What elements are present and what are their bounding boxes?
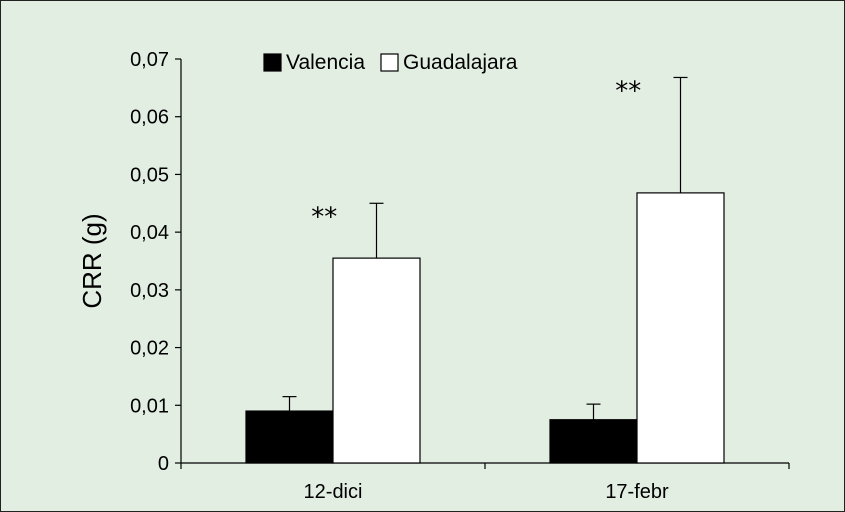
bar-guadalajara-17-febr bbox=[636, 192, 725, 464]
bar-guadalajara-12-dici bbox=[332, 257, 421, 464]
bar-valencia-17-febr bbox=[549, 419, 638, 464]
significance-annotation: ** bbox=[615, 76, 641, 106]
significance-annotation: ** bbox=[311, 202, 337, 232]
y-tick-label: 0,06 bbox=[130, 107, 169, 129]
legend-swatch-guadalajara bbox=[380, 53, 399, 72]
y-tick-label: 0 bbox=[158, 453, 169, 475]
bar-valencia-12-dici bbox=[245, 410, 334, 464]
y-tick-label: 0,07 bbox=[130, 49, 169, 71]
y-tick-label: 0,05 bbox=[130, 164, 169, 186]
x-tick-label: 17-febr bbox=[605, 481, 669, 503]
y-tick-label: 0,02 bbox=[130, 338, 169, 360]
legend-label-valencia: Valencia bbox=[286, 51, 365, 74]
y-tick-label: 0,03 bbox=[130, 280, 169, 302]
y-axis-title: CRR (g) bbox=[77, 213, 107, 308]
y-tick-label: 0,01 bbox=[130, 395, 169, 417]
legend-swatch-valencia bbox=[263, 53, 282, 72]
legend-label-guadalajara: Guadalajara bbox=[403, 51, 518, 74]
y-tick-label: 0,04 bbox=[130, 222, 169, 244]
x-tick-label: 12-dici bbox=[304, 481, 363, 503]
